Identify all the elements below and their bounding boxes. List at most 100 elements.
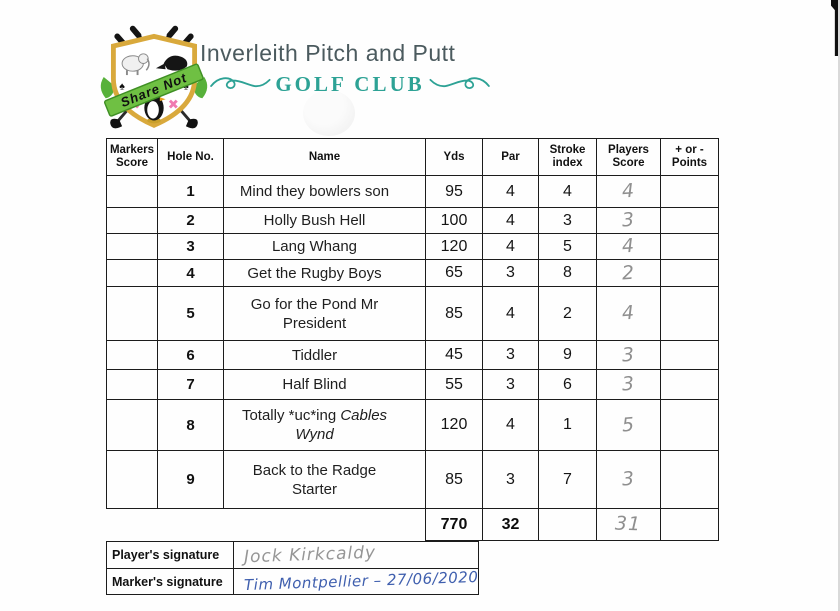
hole-number-cell: 7 <box>157 369 224 400</box>
points-cell <box>660 259 719 287</box>
hole-row: 8 Totally *uc*ing Cables Wynd 120 4 1 5 <box>106 399 719 451</box>
par-cell: 3 <box>482 259 539 287</box>
col-header-name: Name <box>223 138 426 176</box>
score-table: Markers Score Hole No. Name Yds Par Stro… <box>106 138 719 541</box>
marker-signature-row: Marker's signature Tim Montpellier – 27/… <box>106 567 480 595</box>
par-cell: 4 <box>482 286 539 341</box>
players-score-cell: 2 <box>596 259 661 287</box>
handwritten-score: 3 <box>621 372 636 396</box>
hole-name: Go for the Pond Mr President <box>250 295 379 332</box>
ribbon-end-left <box>100 77 115 99</box>
club-head-right <box>185 118 198 129</box>
hole-row: 9 Back to the Radge Starter 85 3 7 3 <box>106 450 719 509</box>
markers-score-cell <box>106 369 158 400</box>
hole-name: Lang Whang <box>271 238 358 255</box>
yds-cell: 85 <box>425 286 483 341</box>
points-cell <box>660 233 719 260</box>
club-subtitle: GOLF CLUB <box>275 71 425 96</box>
hole-name: Half Blind <box>282 376 347 393</box>
flourish-right-icon <box>429 77 490 89</box>
spade-icon-left: ♠ <box>119 81 125 93</box>
markers-score-cell <box>106 450 158 509</box>
marker-signature-handwriting: Tim Montpellier – 27/06/2020 <box>243 567 479 595</box>
name-cell: Mind they bowlers son <box>223 175 426 208</box>
yds-cell: 65 <box>425 259 483 287</box>
stroke-index-cell: 7 <box>538 450 597 509</box>
col-header-players-score: Players Score <box>596 138 661 176</box>
hole-number-cell: 9 <box>157 450 224 509</box>
hole-row: 4 Get the Rugby Boys 65 3 8 2 <box>106 259 719 287</box>
hole-name: Mind they bowlers son <box>239 183 390 200</box>
hole-row: 6 Tiddler 45 3 9 3 <box>106 340 719 370</box>
hole-name: Totally *uc*ing <box>241 407 337 424</box>
yds-cell: 55 <box>425 369 483 400</box>
par-cell: 4 <box>482 175 539 208</box>
name-cell: Tiddler <box>223 340 426 370</box>
scan-corner-artifact <box>831 0 838 56</box>
marker-date: 27/06/2020 <box>386 567 479 590</box>
points-cell <box>660 175 719 208</box>
flourish-left-icon <box>210 77 271 89</box>
stroke-index-cell: 3 <box>538 207 597 234</box>
total-par-cell: 32 <box>482 508 539 541</box>
players-score-cell: 3 <box>596 450 661 509</box>
player-signature-row: Player's signature Jock Kirkcaldy <box>106 541 480 569</box>
markers-score-cell <box>106 175 158 208</box>
col-header-hole-no: Hole No. <box>157 138 224 176</box>
players-score-cell: 3 <box>596 369 661 400</box>
players-score-cell: 3 <box>596 207 661 234</box>
total-yds-cell: 770 <box>425 508 483 541</box>
hole-row: 1 Mind they bowlers son 95 4 4 4 <box>106 175 719 208</box>
total-points-cell <box>660 508 719 541</box>
par-cell: 4 <box>482 207 539 234</box>
club-crest-logo: ♠ ♠ Share Not <box>100 25 208 129</box>
scan-edge-line <box>838 0 840 611</box>
yds-cell: 100 <box>425 207 483 234</box>
hole-name: Tiddler <box>291 346 338 364</box>
handwritten-score: 4 <box>621 301 636 325</box>
stroke-index-cell: 4 <box>538 175 597 208</box>
hole-name: Holly Bush Hell <box>263 212 366 229</box>
stroke-index-cell: 8 <box>538 259 597 287</box>
markers-score-cell <box>106 259 158 287</box>
markers-score-cell <box>106 340 158 370</box>
yds-cell: 45 <box>425 340 483 370</box>
hole-row: 3 Lang Whang 120 4 5 4 <box>106 233 719 260</box>
club-head-left <box>110 118 123 129</box>
yds-cell: 85 <box>425 450 483 509</box>
col-header-yds: Yds <box>425 138 483 176</box>
markers-score-cell <box>106 233 158 260</box>
marker-signature-cell: Tim Montpellier – 27/06/2020 <box>232 567 480 595</box>
handwritten-score: 3 <box>621 467 636 491</box>
par-cell: 4 <box>482 399 539 451</box>
col-header-markers-score: Markers Score <box>106 138 158 176</box>
crow-icon <box>155 55 188 71</box>
points-cell <box>660 399 719 451</box>
points-cell <box>660 286 719 341</box>
par-cell: 3 <box>482 450 539 509</box>
signature-table: Player's signature Jock Kirkcaldy Marker… <box>106 541 480 595</box>
name-cell: Lang Whang <box>223 233 426 260</box>
points-cell <box>660 369 719 400</box>
totals-blank-cell <box>106 508 426 541</box>
hole-number-cell: 3 <box>157 233 224 260</box>
header-row: Markers Score Hole No. Name Yds Par Stro… <box>106 138 719 176</box>
hole-name-italic: Cables Wynd <box>295 407 388 443</box>
hole-number-cell: 2 <box>157 207 224 234</box>
handwritten-score: 4 <box>621 234 636 258</box>
name-cell: Totally *uc*ing Cables Wynd <box>223 399 426 451</box>
marker-signature-label: Marker's signature <box>106 568 234 595</box>
stroke-index-cell: 1 <box>538 399 597 451</box>
handwritten-score: 5 <box>621 413 636 436</box>
col-header-par: Par <box>482 138 539 176</box>
handwritten-score: 2 <box>621 261 636 284</box>
yds-cell: 95 <box>425 175 483 208</box>
total-stroke-index-cell <box>538 508 597 541</box>
markers-score-cell <box>106 399 158 451</box>
players-score-cell: 4 <box>596 175 661 208</box>
stroke-index-cell: 6 <box>538 369 597 400</box>
hole-row: 5 Go for the Pond Mr President 85 4 2 4 <box>106 286 719 341</box>
player-signature-cell: Jock Kirkcaldy <box>232 541 480 569</box>
yds-cell: 120 <box>425 399 483 451</box>
